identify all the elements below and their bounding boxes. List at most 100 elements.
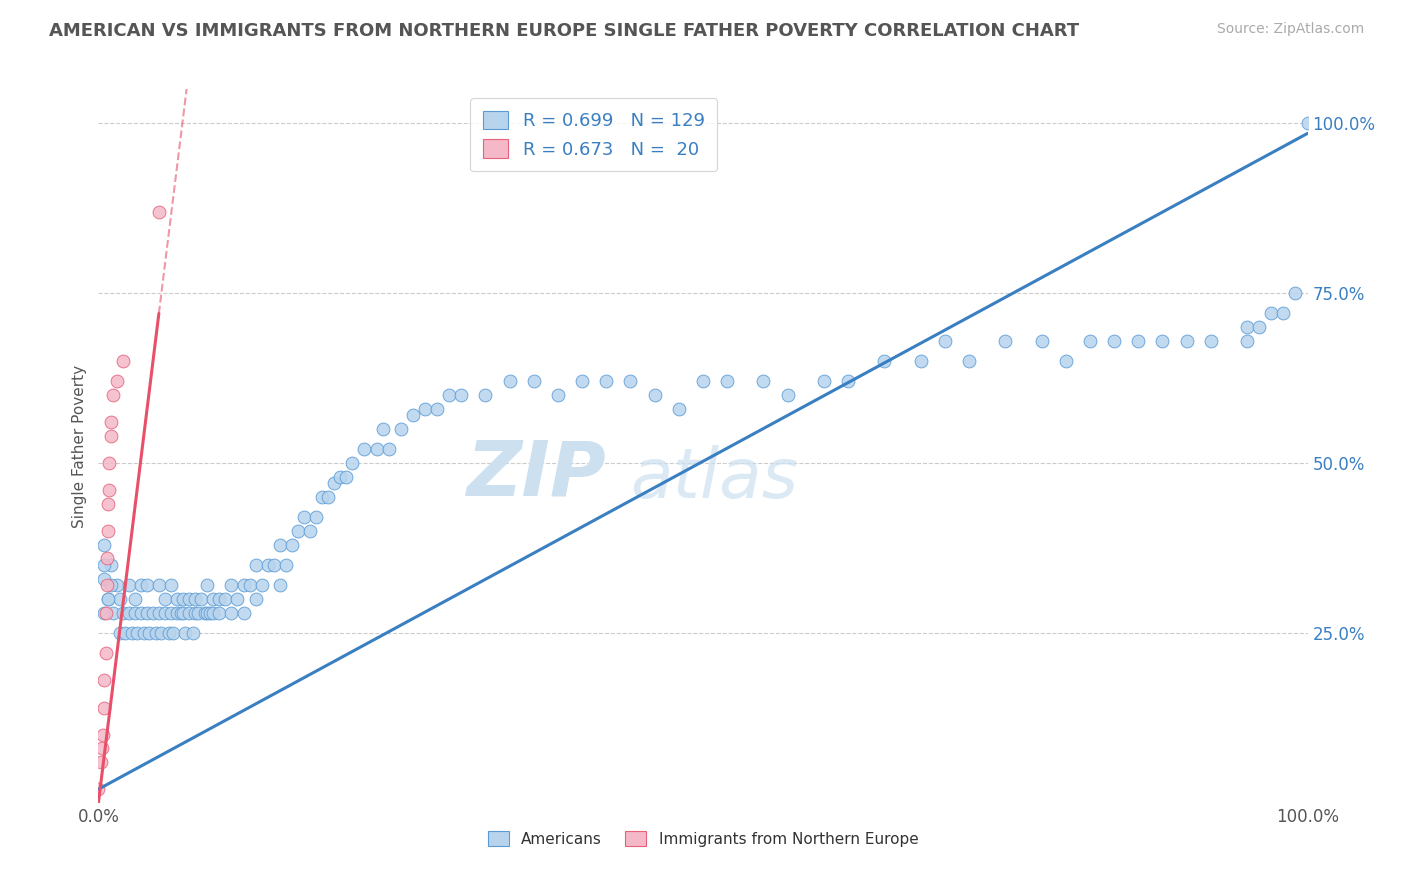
Point bbox=[124, 591, 146, 606]
Legend: Americans, Immigrants from Northern Europe: Americans, Immigrants from Northern Euro… bbox=[478, 822, 928, 855]
Point bbox=[269, 537, 291, 551]
Point bbox=[135, 578, 157, 592]
Point bbox=[162, 626, 184, 640]
Point bbox=[150, 626, 173, 640]
Point bbox=[172, 591, 194, 606]
Point bbox=[129, 606, 152, 620]
Point bbox=[195, 606, 218, 620]
Point bbox=[174, 626, 197, 640]
Point bbox=[91, 741, 114, 756]
Point bbox=[287, 524, 309, 538]
Point bbox=[994, 334, 1017, 348]
Point bbox=[90, 755, 112, 769]
Point bbox=[184, 606, 207, 620]
Point bbox=[1236, 334, 1258, 348]
Point bbox=[101, 606, 124, 620]
Point bbox=[134, 626, 156, 640]
Point bbox=[118, 578, 141, 592]
Point bbox=[221, 606, 243, 620]
Point bbox=[97, 591, 120, 606]
Point bbox=[198, 606, 221, 620]
Point bbox=[105, 375, 128, 389]
Point bbox=[96, 578, 118, 592]
Point bbox=[100, 429, 122, 443]
Point bbox=[245, 591, 267, 606]
Point bbox=[1272, 306, 1295, 320]
Point bbox=[1284, 286, 1306, 301]
Point bbox=[94, 646, 117, 660]
Point bbox=[148, 578, 170, 592]
Point bbox=[121, 626, 143, 640]
Point bbox=[97, 591, 120, 606]
Point bbox=[179, 591, 201, 606]
Point bbox=[111, 354, 134, 368]
Point bbox=[179, 606, 201, 620]
Point bbox=[208, 606, 231, 620]
Point bbox=[94, 606, 117, 620]
Point bbox=[93, 558, 115, 572]
Point bbox=[153, 591, 176, 606]
Point bbox=[342, 456, 364, 470]
Point bbox=[316, 490, 339, 504]
Point bbox=[100, 558, 122, 572]
Point bbox=[957, 354, 980, 368]
Point bbox=[571, 375, 593, 389]
Point bbox=[323, 476, 346, 491]
Point bbox=[353, 442, 375, 457]
Point bbox=[274, 558, 297, 572]
Point bbox=[114, 626, 136, 640]
Point bbox=[413, 401, 436, 416]
Point bbox=[263, 558, 285, 572]
Point bbox=[221, 578, 243, 592]
Point bbox=[232, 578, 254, 592]
Text: Source: ZipAtlas.com: Source: ZipAtlas.com bbox=[1216, 22, 1364, 37]
Point bbox=[194, 606, 217, 620]
Point bbox=[195, 578, 218, 592]
Point bbox=[474, 388, 496, 402]
Point bbox=[335, 469, 357, 483]
Point bbox=[371, 422, 394, 436]
Point bbox=[157, 626, 180, 640]
Point bbox=[96, 551, 118, 566]
Point bbox=[1102, 334, 1125, 348]
Point bbox=[873, 354, 896, 368]
Point bbox=[208, 591, 231, 606]
Point bbox=[426, 401, 449, 416]
Point bbox=[100, 415, 122, 429]
Point bbox=[108, 591, 131, 606]
Point bbox=[437, 388, 460, 402]
Point bbox=[118, 606, 141, 620]
Point bbox=[450, 388, 472, 402]
Point bbox=[100, 578, 122, 592]
Point bbox=[1249, 320, 1271, 334]
Point bbox=[619, 375, 641, 389]
Point bbox=[187, 606, 209, 620]
Point bbox=[111, 606, 134, 620]
Point bbox=[190, 591, 212, 606]
Point bbox=[668, 401, 690, 416]
Point bbox=[776, 388, 799, 402]
Point bbox=[93, 606, 115, 620]
Point bbox=[166, 591, 188, 606]
Point bbox=[311, 490, 333, 504]
Point bbox=[250, 578, 273, 592]
Point bbox=[98, 456, 121, 470]
Point bbox=[232, 606, 254, 620]
Point bbox=[1152, 334, 1174, 348]
Point bbox=[169, 606, 191, 620]
Point bbox=[1175, 334, 1198, 348]
Point bbox=[716, 375, 738, 389]
Point bbox=[256, 558, 278, 572]
Point bbox=[377, 442, 399, 457]
Point bbox=[329, 469, 352, 483]
Point bbox=[145, 626, 167, 640]
Point bbox=[124, 606, 146, 620]
Point bbox=[160, 578, 183, 592]
Point bbox=[1236, 320, 1258, 334]
Point bbox=[498, 375, 520, 389]
Point bbox=[934, 334, 956, 348]
Point bbox=[97, 497, 120, 511]
Point bbox=[1031, 334, 1053, 348]
Point bbox=[910, 354, 932, 368]
Point bbox=[239, 578, 262, 592]
